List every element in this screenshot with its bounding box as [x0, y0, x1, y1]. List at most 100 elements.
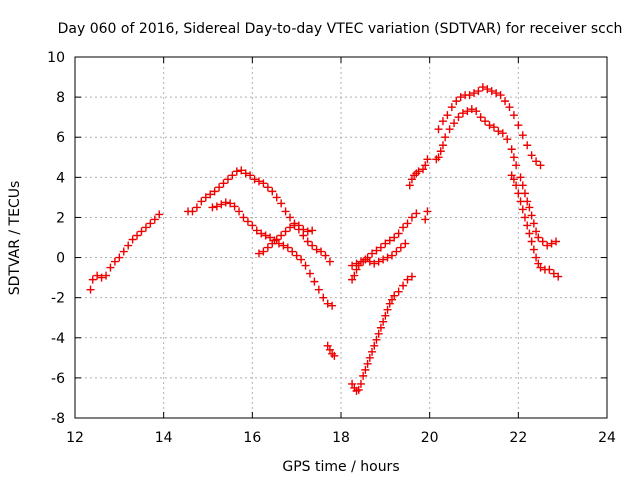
data-point	[441, 133, 450, 142]
x-tick-label: 24	[598, 430, 616, 446]
data-point	[390, 233, 399, 242]
data-point	[552, 237, 561, 246]
data-point	[376, 243, 385, 252]
data-point	[128, 235, 137, 244]
data-point	[268, 187, 277, 196]
data-point	[359, 371, 368, 380]
data-point	[487, 87, 496, 96]
data-point	[286, 223, 295, 232]
data-point	[414, 167, 423, 176]
data-point	[452, 97, 461, 106]
data-point	[237, 166, 246, 175]
data-point	[363, 359, 372, 368]
data-point	[370, 259, 379, 268]
data-point	[509, 111, 518, 120]
data-point	[489, 123, 498, 132]
y-tick-label: -8	[51, 411, 65, 427]
data-point	[86, 285, 95, 294]
data-point	[516, 197, 525, 206]
data-point	[226, 199, 235, 208]
data-point	[434, 153, 443, 162]
y-tick-label: 4	[56, 170, 65, 186]
data-point	[303, 237, 312, 246]
data-point	[536, 263, 545, 272]
data-point	[263, 183, 272, 192]
data-point	[110, 257, 119, 266]
data-point	[474, 87, 483, 96]
data-point	[232, 167, 241, 176]
data-point	[507, 171, 516, 180]
data-point	[286, 213, 295, 222]
data-point	[261, 231, 270, 240]
data-point	[348, 275, 357, 284]
data-point	[124, 241, 133, 250]
x-axis-label: GPS time / hours	[282, 459, 399, 475]
y-tick-label: 6	[56, 130, 65, 146]
data-point	[277, 231, 286, 240]
data-point	[250, 175, 259, 184]
data-point	[102, 271, 111, 280]
data-point	[228, 171, 237, 180]
y-tick-label: -6	[51, 371, 65, 387]
data-point	[403, 219, 412, 228]
series-arc-12	[434, 83, 545, 170]
data-point	[374, 257, 383, 266]
data-point	[492, 89, 501, 98]
series-arc-11	[432, 105, 561, 250]
data-point	[485, 121, 494, 130]
series-arc-4	[254, 221, 317, 258]
data-point	[133, 231, 142, 240]
data-point	[97, 273, 106, 282]
data-point	[210, 187, 219, 196]
y-tick-label: -4	[51, 331, 65, 347]
data-point	[529, 219, 538, 228]
data-point	[483, 85, 492, 94]
data-point	[325, 345, 334, 354]
series-arc-6	[348, 209, 421, 284]
data-point	[352, 259, 361, 268]
data-point	[527, 237, 536, 246]
data-point	[456, 93, 465, 102]
y-tick-label: 8	[56, 90, 65, 106]
data-point	[257, 229, 266, 238]
data-point	[481, 117, 490, 126]
series-arc-8	[348, 272, 416, 395]
data-point	[399, 281, 408, 290]
x-tick-label: 20	[421, 430, 439, 446]
series-arc-7	[348, 239, 410, 270]
x-tick-label: 22	[509, 430, 527, 446]
data-point	[223, 175, 232, 184]
data-point	[514, 121, 523, 130]
data-point	[365, 257, 374, 266]
data-point	[299, 225, 308, 234]
data-point	[243, 217, 252, 226]
data-point	[518, 205, 527, 214]
x-tick-label: 12	[66, 430, 84, 446]
data-point	[212, 202, 221, 211]
data-point	[458, 109, 467, 118]
data-point	[392, 247, 401, 256]
data-point	[381, 311, 390, 320]
chart-title: Day 060 of 2016, Sidereal Day-to-day VTE…	[58, 21, 623, 37]
data-point	[279, 241, 288, 250]
data-point	[396, 243, 405, 252]
data-point	[534, 233, 543, 242]
data-point	[350, 271, 359, 280]
data-point	[146, 219, 155, 228]
data-point	[281, 227, 290, 236]
x-tick-label: 14	[155, 430, 173, 446]
data-point	[549, 269, 558, 278]
data-point	[348, 379, 357, 388]
data-point	[314, 285, 323, 294]
data-point	[356, 379, 365, 388]
data-markers	[86, 83, 563, 395]
data-point	[294, 221, 303, 230]
data-point	[516, 173, 525, 182]
data-point	[450, 119, 459, 128]
data-point	[354, 385, 363, 394]
data-point	[376, 323, 385, 332]
data-point	[141, 223, 150, 232]
data-point	[434, 125, 443, 134]
data-point	[235, 207, 244, 216]
